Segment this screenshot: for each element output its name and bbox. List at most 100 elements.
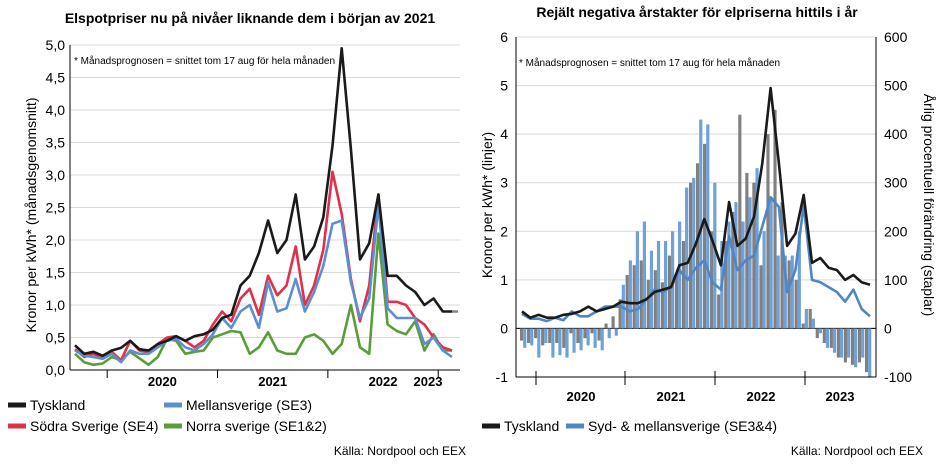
bar-tyskland bbox=[773, 109, 777, 329]
bar-sverige bbox=[861, 328, 865, 358]
series-line-norra-sverige-se1-2- bbox=[74, 232, 452, 367]
bar-tyskland bbox=[674, 275, 679, 329]
right-y-axis-label: Kronor per kWh* (linjer) bbox=[479, 132, 495, 278]
bar-sverige bbox=[551, 328, 555, 358]
bar-tyskland bbox=[801, 323, 805, 329]
left-y-tick-label: 1,0 bbox=[46, 297, 66, 313]
bar-tyskland bbox=[590, 328, 594, 334]
bar-tyskland bbox=[703, 143, 707, 329]
left-source: Källa: Nordpool och EEX bbox=[334, 444, 466, 458]
left-year-label: 2023 bbox=[414, 374, 443, 389]
bar-sverige bbox=[544, 328, 548, 343]
bar-sverige bbox=[558, 328, 562, 356]
bar-sverige bbox=[692, 177, 696, 329]
bar-tyskland bbox=[667, 255, 672, 329]
bar-tyskland bbox=[646, 279, 650, 329]
bar-tyskland bbox=[829, 328, 833, 348]
left-chart-title: Elspotpriser nu på nivåer liknande dem i… bbox=[65, 10, 436, 26]
series-line-s-dra-sverige-se4- bbox=[74, 170, 453, 362]
right-y2-tick-label: 400 bbox=[884, 126, 908, 142]
bar-tyskland bbox=[653, 270, 657, 329]
series-line-syd-mellansverige-se3-4- bbox=[521, 196, 871, 323]
right-year-label: 2020 bbox=[567, 389, 596, 404]
right-y2-tick-label: 300 bbox=[884, 175, 908, 191]
bar-tyskland bbox=[520, 328, 524, 341]
bar-sverige bbox=[579, 328, 583, 351]
bar-tyskland bbox=[836, 328, 840, 358]
bar-tyskland bbox=[787, 260, 791, 329]
bar-tyskland bbox=[745, 173, 749, 329]
right-y2-tick-label: 0 bbox=[884, 320, 892, 336]
bar-tyskland bbox=[569, 328, 573, 334]
bar-tyskland bbox=[850, 328, 855, 365]
bar-sverige bbox=[832, 328, 837, 353]
bar-tyskland bbox=[857, 328, 862, 363]
bar-sverige bbox=[649, 250, 654, 329]
bar-tyskland bbox=[660, 282, 664, 329]
bar-sverige bbox=[797, 231, 801, 329]
left-y-tick-label: 1,5 bbox=[46, 265, 66, 281]
bar-sverige bbox=[685, 187, 689, 329]
bar-sverige bbox=[818, 328, 823, 334]
bar-sverige bbox=[783, 255, 787, 329]
right-y-tick-label: 2 bbox=[500, 223, 508, 239]
bar-sverige bbox=[854, 328, 858, 368]
right-y-tick-label: 6 bbox=[500, 29, 508, 45]
right-year-label: 2023 bbox=[826, 389, 855, 404]
right-source: Källa: Nordpool och EEX bbox=[791, 444, 923, 458]
bar-sverige bbox=[769, 197, 773, 329]
bar-tyskland bbox=[864, 328, 869, 373]
series-line-mellansverige-se3- bbox=[74, 203, 453, 364]
legend-label: Mellansverige (SE3) bbox=[186, 397, 312, 413]
bar-sverige bbox=[607, 328, 611, 339]
bar-sverige bbox=[635, 231, 639, 329]
left-y-tick-label: 3,0 bbox=[46, 167, 66, 183]
right-year-label: 2022 bbox=[747, 389, 776, 404]
bar-sverige bbox=[593, 328, 597, 348]
bar-tyskland bbox=[555, 328, 559, 343]
bar-sverige bbox=[565, 328, 569, 358]
legend-label: Tyskland bbox=[30, 397, 85, 413]
legend-label: Södra Sverige (SE4) bbox=[30, 418, 158, 434]
bar-sverige bbox=[699, 119, 703, 329]
bar-sverige bbox=[847, 328, 851, 358]
bar-tyskland bbox=[534, 328, 538, 339]
bar-sverige bbox=[762, 231, 766, 329]
bar-sverige bbox=[741, 221, 745, 329]
bar-sverige bbox=[642, 221, 647, 329]
bar-tyskland bbox=[822, 328, 826, 343]
right-y2-tick-label: 100 bbox=[884, 272, 908, 288]
bar-sverige bbox=[586, 328, 590, 346]
right-chart-title: Rejält negativa årstakter för elpriserna… bbox=[536, 4, 858, 20]
bar-sverige bbox=[537, 328, 541, 358]
bar-tyskland bbox=[562, 328, 566, 348]
right-y-tick-label: 3 bbox=[500, 175, 508, 191]
left-y-tick-label: 3,5 bbox=[46, 135, 66, 151]
bar-tyskland bbox=[766, 134, 770, 329]
right-year-label: 2021 bbox=[657, 389, 686, 404]
left-year-label: 2021 bbox=[258, 374, 287, 389]
bar-sverige bbox=[713, 182, 717, 329]
bar-sverige bbox=[572, 328, 576, 353]
bar-sverige bbox=[804, 309, 808, 329]
bar-tyskland bbox=[604, 323, 608, 329]
right-y-tick-label: 5 bbox=[500, 78, 508, 94]
left-y-tick-label: 5,0 bbox=[46, 37, 66, 53]
bar-sverige bbox=[523, 328, 527, 348]
bar-tyskland bbox=[759, 265, 763, 329]
right-y2-tick-label: 500 bbox=[884, 78, 908, 94]
bar-tyskland bbox=[738, 114, 742, 329]
left-y-tick-label: 4,5 bbox=[46, 70, 66, 86]
bar-tyskland bbox=[815, 328, 819, 339]
bar-tyskland bbox=[696, 163, 700, 329]
bar-sverige bbox=[530, 328, 534, 346]
left-y-axis-label: Kronor per kWh* (månadsgenomsnitt) bbox=[23, 98, 39, 333]
left-year-label: 2020 bbox=[148, 374, 177, 389]
bar-sverige bbox=[811, 318, 815, 329]
right-y2-axis-label: Årlig procentuell förändring (staplar) bbox=[921, 94, 937, 317]
right-y2-tick-label: -100 bbox=[884, 369, 912, 385]
right-y-tick-label: 0 bbox=[500, 320, 508, 336]
bar-tyskland bbox=[808, 309, 812, 329]
